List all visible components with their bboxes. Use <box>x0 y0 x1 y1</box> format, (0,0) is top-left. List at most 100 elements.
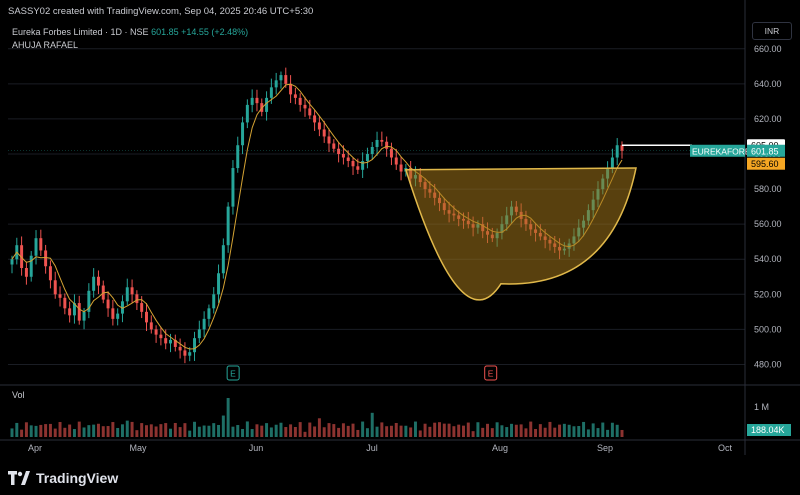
volume-bar <box>447 423 451 437</box>
symbol-legend: Eureka Forbes Limited · 1D · NSE 601.85 … <box>12 26 248 52</box>
volume-bar <box>375 426 379 437</box>
candle-body <box>58 294 62 298</box>
candle-body <box>39 238 43 251</box>
candle-body <box>82 311 86 321</box>
price-tick-label: 480.00 <box>754 359 782 369</box>
candle-body <box>231 168 235 207</box>
candle-body <box>265 97 269 112</box>
volume-bar <box>610 422 614 437</box>
volume-bar <box>615 424 619 437</box>
volume-bar <box>116 427 120 437</box>
candle-body <box>317 122 321 130</box>
volume-bar <box>63 427 67 437</box>
volume-bar <box>39 424 43 437</box>
volume-bar <box>140 423 144 437</box>
candle-body <box>144 311 148 323</box>
candle-body <box>96 276 100 286</box>
volume-bar <box>135 430 139 437</box>
volume-bar <box>159 424 163 437</box>
brand-footer: TradingView <box>8 467 118 489</box>
currency-button[interactable]: INR <box>752 22 792 40</box>
candle-body <box>111 308 115 319</box>
volume-bar <box>188 430 192 437</box>
volume-bar <box>582 421 586 437</box>
candle-body <box>610 157 614 169</box>
earnings-marker-label: E <box>230 369 236 379</box>
candle-body <box>394 157 398 165</box>
volume-bar <box>399 425 403 437</box>
candle-body <box>293 94 297 98</box>
volume-bar <box>389 425 393 437</box>
volume-bar <box>217 424 221 437</box>
volume-bar <box>303 431 307 437</box>
volume-bar <box>15 422 19 437</box>
candle-body <box>140 303 144 312</box>
candle-body <box>116 313 120 319</box>
volume-bar <box>44 424 48 437</box>
volume-bar <box>490 428 494 437</box>
candle-body <box>332 143 336 149</box>
candle-body <box>255 97 259 104</box>
volume-bar <box>68 424 72 437</box>
attribution-text: SASSY02 created with TradingView.com, Se… <box>8 6 314 17</box>
volume-bar <box>24 422 28 437</box>
candle-body <box>217 273 221 295</box>
time-tick-label: Jul <box>366 443 378 453</box>
volume-bar <box>548 421 552 437</box>
volume-bar <box>207 425 211 437</box>
candle-body <box>385 141 389 149</box>
volume-bar <box>586 429 590 437</box>
volume-bar <box>476 422 480 437</box>
volume-bar <box>231 426 235 437</box>
price-tick-label: 620.00 <box>754 114 782 124</box>
earnings-marker-icon <box>484 365 498 381</box>
volume-bar <box>505 427 509 437</box>
candle-body <box>313 115 317 123</box>
candle-body <box>356 166 360 170</box>
volume-bar <box>553 427 557 437</box>
volume-bar <box>20 429 24 437</box>
symbol-line[interactable]: Eureka Forbes Limited · 1D · NSE <box>12 27 149 37</box>
volume-bar <box>82 427 86 437</box>
candle-body <box>236 145 240 169</box>
time-tick-label: Sep <box>597 443 613 453</box>
price-tick-label: 500.00 <box>754 324 782 334</box>
volume-bar <box>250 429 254 437</box>
candle-body <box>135 294 139 304</box>
volume-bar <box>274 424 278 437</box>
candle-body <box>197 329 201 339</box>
candle-body <box>279 75 283 81</box>
last-price: 601.85 <box>151 27 179 37</box>
volume-bar <box>293 426 297 437</box>
volume-bar <box>106 426 110 437</box>
author-name: AHUJA RAFAEL <box>12 40 79 50</box>
volume-current-label: 188.04K <box>751 425 785 435</box>
candle-body <box>154 329 158 335</box>
candle-body <box>159 334 163 339</box>
candle-body <box>207 308 211 319</box>
time-tick-label: Apr <box>28 443 42 453</box>
earnings-marker-icon <box>226 365 240 381</box>
volume-bar <box>255 424 259 437</box>
volume-bar <box>385 426 389 437</box>
volume-bar <box>125 420 129 437</box>
volume-bar <box>457 424 461 437</box>
volume-bar <box>289 424 293 437</box>
candle-body <box>68 308 72 316</box>
volume-bar <box>111 422 115 437</box>
candle-body <box>327 136 331 144</box>
candle-body <box>120 301 124 314</box>
volume-bar <box>567 424 571 437</box>
candle-body <box>178 346 182 351</box>
volume-bar <box>279 422 283 437</box>
volume-bar <box>500 425 504 437</box>
volume-bar <box>346 425 350 437</box>
volume-bar <box>202 425 206 437</box>
candle-body <box>34 238 38 256</box>
time-tick-label: Jun <box>249 443 264 453</box>
candle-body <box>48 266 52 281</box>
volume-bar <box>269 427 273 437</box>
volume-bar <box>197 426 201 437</box>
volume-bar <box>29 425 33 437</box>
